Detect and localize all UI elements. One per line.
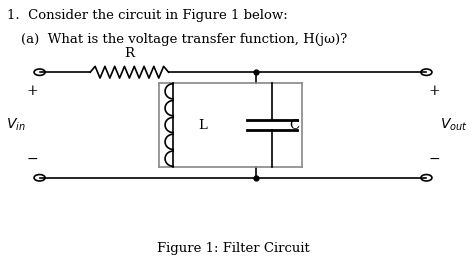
Text: $V_{in}$: $V_{in}$ bbox=[6, 117, 26, 133]
Text: L: L bbox=[199, 119, 207, 131]
Text: (a)  What is the voltage transfer function, H(jω)?: (a) What is the voltage transfer functio… bbox=[21, 33, 347, 46]
Text: 1.  Consider the circuit in Figure 1 below:: 1. Consider the circuit in Figure 1 belo… bbox=[7, 9, 288, 22]
Text: +: + bbox=[27, 84, 38, 98]
Text: C: C bbox=[290, 119, 300, 131]
Text: $V_{out}$: $V_{out}$ bbox=[440, 117, 468, 133]
Text: Figure 1: Filter Circuit: Figure 1: Filter Circuit bbox=[156, 242, 310, 255]
Text: −: − bbox=[429, 152, 440, 166]
Text: R: R bbox=[124, 47, 134, 60]
Text: +: + bbox=[429, 84, 440, 98]
Text: −: − bbox=[27, 152, 38, 166]
